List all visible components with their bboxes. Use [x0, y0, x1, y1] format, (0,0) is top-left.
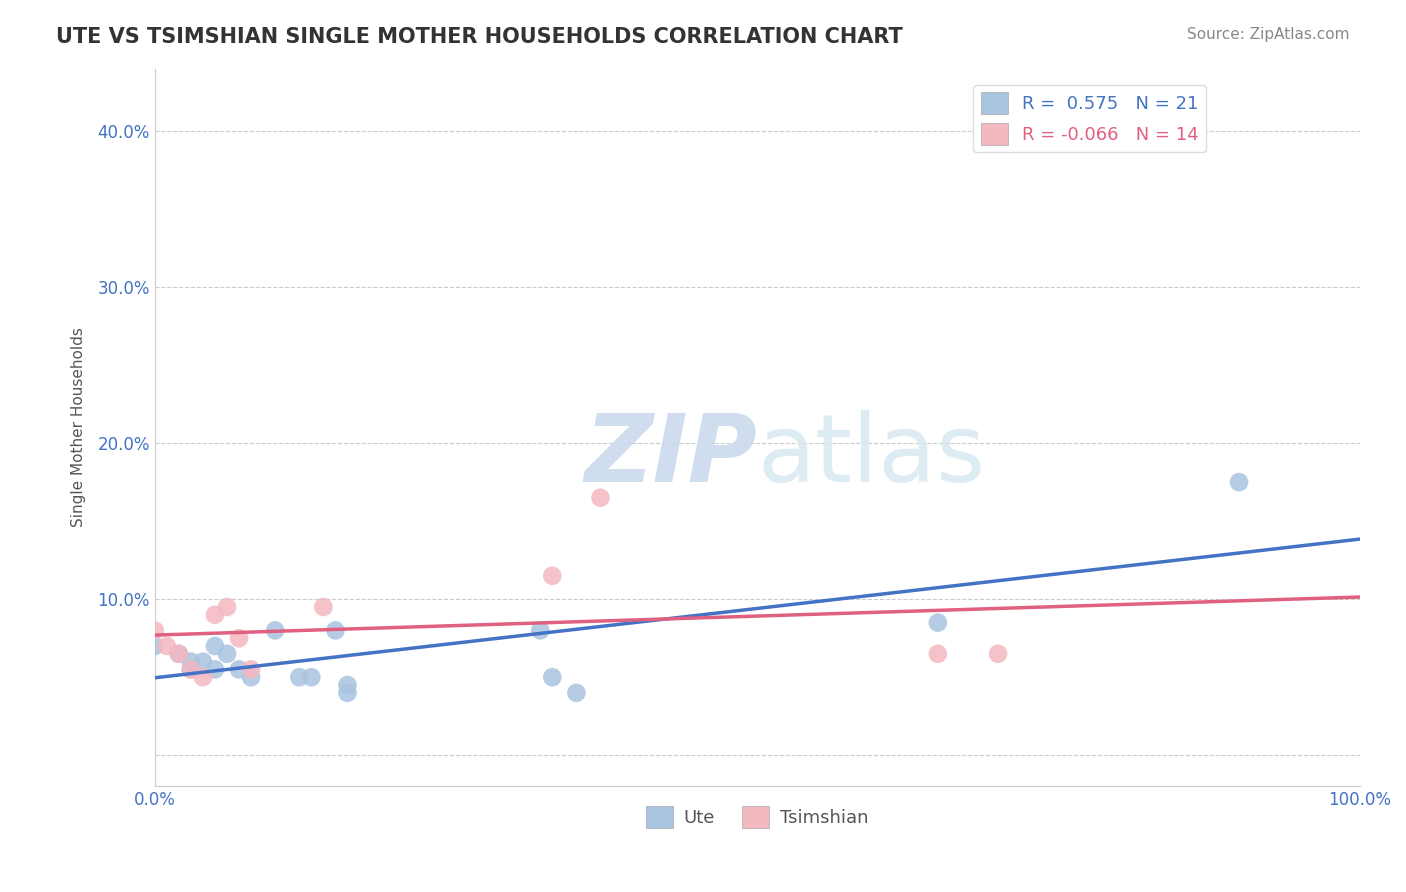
- Y-axis label: Single Mother Households: Single Mother Households: [72, 327, 86, 527]
- Point: [143, 639, 166, 653]
- Point: [204, 662, 226, 676]
- Text: UTE VS TSIMSHIAN SINGLE MOTHER HOUSEHOLDS CORRELATION CHART: UTE VS TSIMSHIAN SINGLE MOTHER HOUSEHOLD…: [56, 27, 903, 46]
- Point: [228, 631, 250, 645]
- Point: [204, 639, 226, 653]
- Point: [1227, 475, 1250, 490]
- Point: [987, 647, 1010, 661]
- Point: [336, 678, 359, 692]
- Point: [312, 599, 335, 614]
- Text: Source: ZipAtlas.com: Source: ZipAtlas.com: [1187, 27, 1350, 42]
- Point: [215, 647, 238, 661]
- Point: [264, 624, 287, 638]
- Text: ZIP: ZIP: [585, 410, 756, 502]
- Point: [529, 624, 551, 638]
- Point: [927, 615, 949, 630]
- Point: [167, 647, 190, 661]
- Point: [180, 662, 202, 676]
- Point: [204, 607, 226, 622]
- Point: [336, 686, 359, 700]
- Point: [288, 670, 311, 684]
- Point: [240, 670, 263, 684]
- Point: [180, 655, 202, 669]
- Point: [565, 686, 588, 700]
- Point: [191, 670, 214, 684]
- Point: [143, 624, 166, 638]
- Text: atlas: atlas: [756, 410, 986, 502]
- Point: [541, 568, 564, 582]
- Point: [228, 662, 250, 676]
- Point: [541, 670, 564, 684]
- Point: [156, 639, 179, 653]
- Point: [299, 670, 322, 684]
- Legend: Ute, Tsimshian: Ute, Tsimshian: [638, 798, 876, 835]
- Point: [215, 599, 238, 614]
- Point: [240, 662, 263, 676]
- Point: [191, 655, 214, 669]
- Point: [927, 647, 949, 661]
- Point: [589, 491, 612, 505]
- Point: [325, 624, 347, 638]
- Point: [167, 647, 190, 661]
- Point: [180, 662, 202, 676]
